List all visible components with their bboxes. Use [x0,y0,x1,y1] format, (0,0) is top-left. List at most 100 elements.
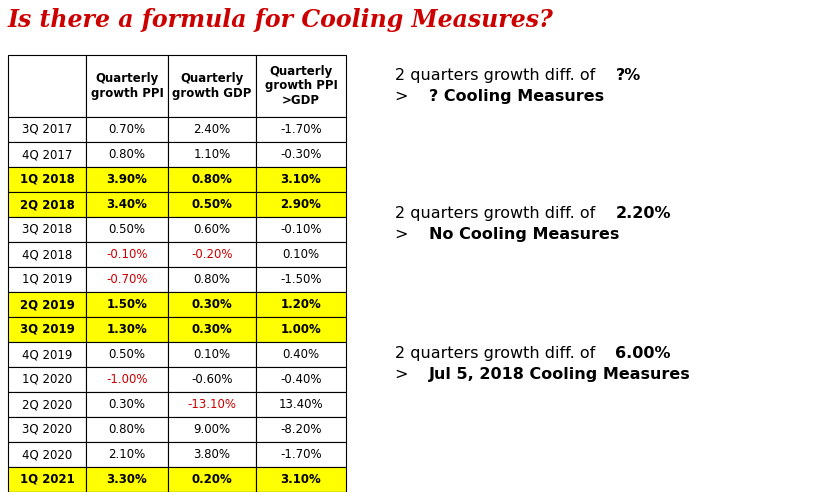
Bar [256,442,346,467]
Text: Quarterly
growth PPI: Quarterly growth PPI [91,72,163,100]
Bar [168,367,256,392]
Bar [168,392,256,417]
Bar [8,292,86,317]
Text: 1Q 2021: 1Q 2021 [20,473,74,486]
Bar [8,55,86,117]
Bar [256,292,346,317]
Text: 13.40%: 13.40% [279,398,324,411]
Bar [256,467,346,492]
Text: Quarterly
growth GDP: Quarterly growth GDP [172,72,252,100]
Text: -0.20%: -0.20% [191,248,233,261]
Bar [8,267,86,292]
Text: 2 quarters growth diff. of: 2 quarters growth diff. of [395,68,601,83]
Text: 2 quarters growth diff. of: 2 quarters growth diff. of [395,206,601,221]
Bar [168,167,256,192]
Bar [86,55,168,117]
Bar [86,167,168,192]
Bar [256,142,346,167]
Bar [86,117,168,142]
Text: -1.50%: -1.50% [280,273,322,286]
Bar [8,392,86,417]
Text: -0.70%: -0.70% [106,273,148,286]
Text: ?%: ?% [616,68,641,83]
Bar [256,167,346,192]
Bar [86,417,168,442]
Text: 0.30%: 0.30% [191,298,232,311]
Text: 4Q 2018: 4Q 2018 [22,248,72,261]
Text: 3.90%: 3.90% [106,173,147,186]
Text: 3Q 2017: 3Q 2017 [22,123,72,136]
Text: 3.10%: 3.10% [280,473,321,486]
Text: Jul 5, 2018 Cooling Measures: Jul 5, 2018 Cooling Measures [428,367,691,382]
Bar [168,142,256,167]
Bar [256,192,346,217]
Text: -1.70%: -1.70% [280,123,322,136]
Text: 1.10%: 1.10% [193,148,230,161]
Text: Quarterly
growth PPI
>GDP: Quarterly growth PPI >GDP [265,64,338,107]
Bar [8,317,86,342]
Text: 2.90%: 2.90% [280,198,321,211]
Bar [86,367,168,392]
Bar [168,467,256,492]
Text: -0.10%: -0.10% [106,248,148,261]
Text: 4Q 2020: 4Q 2020 [22,448,72,461]
Text: 1Q 2019: 1Q 2019 [22,273,72,286]
Text: 0.10%: 0.10% [193,348,230,361]
Bar [86,467,168,492]
Bar [168,342,256,367]
Text: -1.70%: -1.70% [280,448,322,461]
Text: 1.20%: 1.20% [280,298,321,311]
Text: 1.50%: 1.50% [106,298,147,311]
Bar [256,117,346,142]
Text: -0.40%: -0.40% [280,373,322,386]
Text: 0.80%: 0.80% [191,173,232,186]
Bar [256,317,346,342]
Text: 2Q 2018: 2Q 2018 [20,198,74,211]
Bar [86,217,168,242]
Bar [8,167,86,192]
Bar [86,317,168,342]
Bar [168,117,256,142]
Bar [8,142,86,167]
Text: 0.80%: 0.80% [108,423,146,436]
Text: 1Q 2018: 1Q 2018 [20,173,74,186]
Text: -1.00%: -1.00% [106,373,148,386]
Bar [256,392,346,417]
Text: >: > [395,227,414,242]
Text: -0.30%: -0.30% [280,148,322,161]
Text: 0.70%: 0.70% [108,123,146,136]
Text: 3.10%: 3.10% [280,173,321,186]
Bar [168,417,256,442]
Text: 1Q 2020: 1Q 2020 [22,373,72,386]
Bar [256,367,346,392]
Text: 2.40%: 2.40% [193,123,230,136]
Bar [168,292,256,317]
Text: 0.60%: 0.60% [193,223,230,236]
Text: 3.30%: 3.30% [106,473,147,486]
Text: 2.10%: 2.10% [108,448,146,461]
Text: 3Q 2020: 3Q 2020 [22,423,72,436]
Bar [86,392,168,417]
Text: 3Q 2019: 3Q 2019 [20,323,74,336]
Bar [168,242,256,267]
Text: 3Q 2018: 3Q 2018 [22,223,72,236]
Bar [256,342,346,367]
Text: 1.30%: 1.30% [106,323,147,336]
Bar [8,342,86,367]
Text: 0.50%: 0.50% [108,223,146,236]
Bar [8,117,86,142]
Text: 0.50%: 0.50% [191,198,232,211]
Text: 3.80%: 3.80% [194,448,230,461]
Bar [168,55,256,117]
Text: 6.00%: 6.00% [616,346,671,361]
Text: >: > [395,367,414,382]
Bar [86,267,168,292]
Bar [86,242,168,267]
Text: 0.30%: 0.30% [191,323,232,336]
Text: Is there a formula for Cooling Measures?: Is there a formula for Cooling Measures? [8,8,554,32]
Text: 0.40%: 0.40% [282,348,319,361]
Text: 0.10%: 0.10% [282,248,319,261]
Text: -0.60%: -0.60% [191,373,233,386]
Bar [256,217,346,242]
Text: 0.20%: 0.20% [191,473,232,486]
